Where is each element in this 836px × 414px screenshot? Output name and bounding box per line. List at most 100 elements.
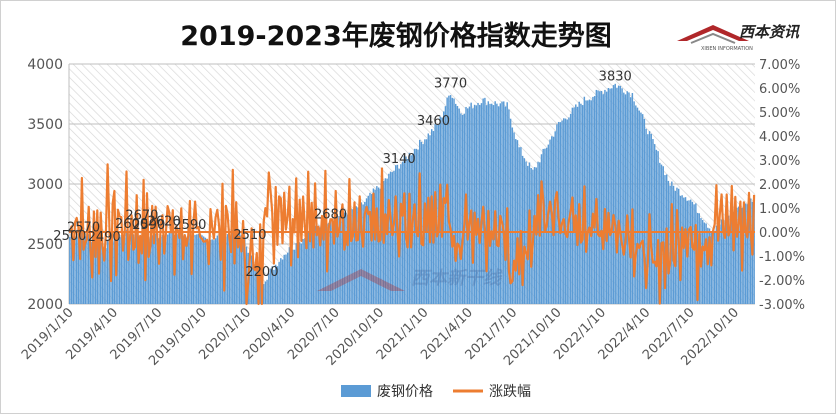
annotation-label: 2620 — [148, 215, 181, 230]
y2-tick-label: 2.00% — [759, 178, 800, 193]
bar — [388, 173, 390, 304]
bar — [614, 83, 616, 305]
bar — [494, 101, 496, 304]
bar — [607, 88, 610, 305]
bar — [161, 235, 164, 304]
y2-tick-label: 7.00% — [759, 58, 800, 73]
bar — [338, 215, 340, 304]
annotation-label: 3770 — [434, 77, 467, 92]
bar — [705, 223, 707, 304]
bar — [653, 144, 656, 304]
bar — [156, 234, 159, 304]
bar — [228, 235, 231, 304]
bar — [130, 232, 133, 304]
bar — [82, 235, 85, 304]
bar — [708, 228, 711, 304]
bar — [141, 238, 143, 304]
bar — [592, 96, 594, 305]
bar — [170, 232, 172, 304]
y-tick-label: 3000 — [27, 177, 63, 193]
bar — [357, 207, 359, 304]
bar — [585, 100, 587, 305]
bar — [237, 231, 239, 304]
bar — [458, 108, 460, 304]
bar — [340, 213, 342, 304]
bar — [556, 124, 558, 304]
bar — [520, 147, 522, 304]
bar — [376, 186, 378, 304]
bar — [655, 149, 658, 304]
bar — [264, 281, 267, 304]
bar — [509, 118, 512, 304]
bar — [749, 198, 752, 304]
bar — [628, 92, 630, 304]
bar — [587, 100, 589, 304]
bar — [516, 140, 519, 304]
x-axis-tick-labels: 2019/1/102019/4/102019/7/102019/10/10202… — [19, 305, 742, 369]
bar — [506, 102, 508, 304]
bar — [305, 240, 308, 304]
bar — [629, 97, 632, 304]
bar — [142, 232, 145, 304]
bar — [77, 236, 80, 304]
bar — [226, 234, 229, 304]
bar — [710, 232, 712, 304]
bar — [360, 202, 363, 304]
bar — [667, 180, 670, 304]
annotation-label: 2590 — [173, 218, 206, 233]
bar — [345, 212, 347, 304]
bar — [418, 139, 421, 304]
bar — [197, 233, 200, 304]
annotation-label: 3140 — [383, 152, 416, 167]
bar — [348, 207, 351, 304]
bar — [273, 269, 275, 304]
bar — [736, 207, 738, 304]
bar — [460, 113, 462, 305]
bar — [288, 247, 291, 304]
bar — [331, 219, 333, 304]
bar — [513, 132, 515, 304]
bar — [561, 120, 563, 305]
bar — [286, 252, 289, 304]
bar — [225, 236, 227, 304]
bar — [196, 234, 198, 304]
bar — [365, 198, 368, 304]
bar — [650, 133, 652, 304]
bar — [137, 235, 140, 304]
bar — [367, 195, 369, 304]
bar — [715, 225, 718, 304]
bar — [254, 264, 256, 304]
bar — [317, 225, 320, 304]
bar — [352, 209, 354, 304]
bar — [266, 279, 268, 304]
annotation-label: 2490 — [88, 230, 121, 245]
bar — [722, 219, 724, 304]
bar — [451, 97, 454, 304]
legend: 废钢价格 涨跌幅 — [341, 384, 531, 400]
bar — [178, 234, 181, 304]
bar — [576, 106, 579, 305]
bar — [659, 162, 661, 304]
bar — [312, 232, 315, 304]
bar — [684, 197, 687, 304]
bar — [106, 239, 109, 304]
watermark: 西本新干线 — [317, 268, 503, 291]
bar — [664, 175, 666, 304]
logo-text: 西本资讯 — [739, 23, 800, 41]
bar — [206, 238, 208, 304]
bar — [232, 229, 234, 304]
bar — [540, 154, 543, 304]
bar — [292, 249, 294, 304]
annotation-label: 2500 — [53, 229, 86, 244]
bar — [238, 232, 241, 304]
bar — [511, 127, 514, 304]
bar — [358, 202, 361, 304]
bar — [184, 235, 186, 304]
bar — [158, 238, 160, 304]
bar — [647, 134, 649, 304]
bar — [657, 151, 659, 304]
bar — [120, 234, 123, 304]
bar — [353, 205, 356, 304]
bar — [285, 254, 287, 304]
